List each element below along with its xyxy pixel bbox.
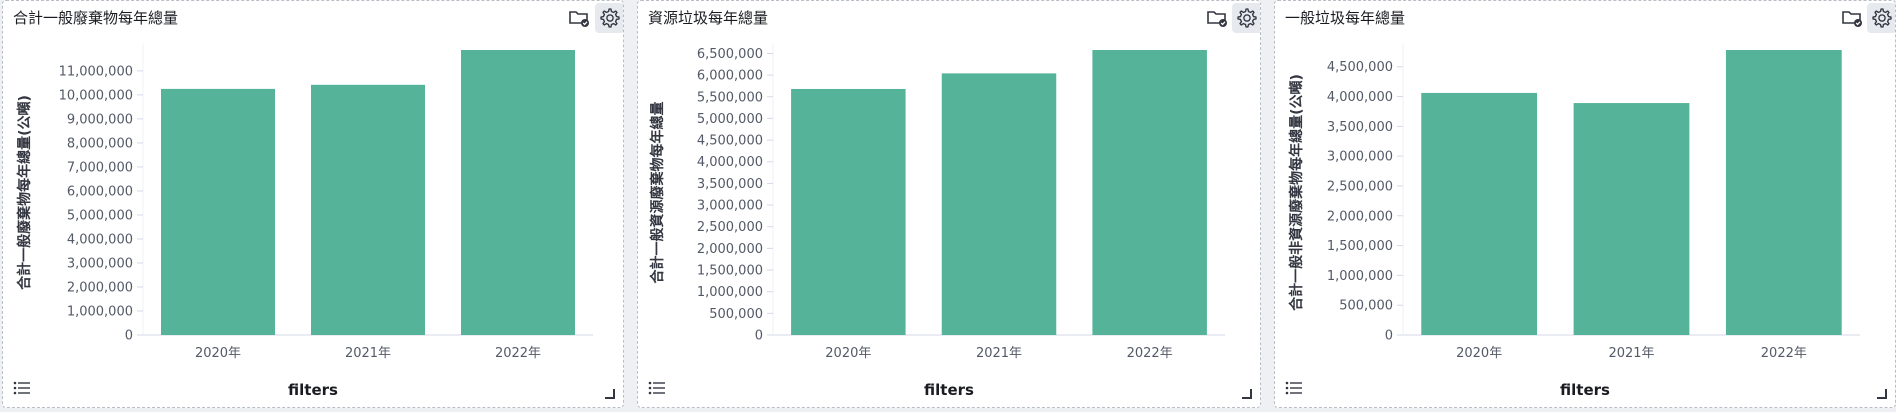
bar — [161, 88, 275, 335]
y-tick-label: 500,000 — [709, 307, 763, 322]
x-tick-label: 2022年 — [1127, 346, 1173, 361]
y-tick-label: 1,500,000 — [697, 264, 763, 279]
list-icon[interactable] — [13, 380, 35, 400]
list-icon[interactable] — [648, 380, 670, 400]
x-tick-label: 2021年 — [345, 346, 391, 361]
y-axis-title: 合計一般廢棄物每年總量(公噸) — [16, 95, 33, 290]
panel-title: 一般垃圾每年總量 — [1285, 9, 1406, 27]
y-tick-label: 4,000,000 — [1327, 90, 1393, 105]
y-tick-label: 3,000,000 — [67, 256, 133, 271]
y-tick-label: 1,000,000 — [1327, 269, 1393, 284]
x-axis-title: filters — [288, 381, 338, 399]
y-tick-label: 4,000,000 — [67, 232, 133, 247]
folder-check-icon[interactable] — [1203, 5, 1231, 31]
x-tick-label: 2022年 — [495, 346, 541, 361]
settings-button[interactable] — [1867, 3, 1895, 33]
y-tick-label: 6,000,000 — [67, 184, 133, 199]
y-tick-label: 1,000,000 — [697, 285, 763, 300]
y-axis-title: 合計一般非資源廢棄物每年總量(公噸) — [1288, 74, 1305, 311]
list-icon[interactable] — [1285, 380, 1307, 400]
settings-button[interactable] — [595, 3, 623, 33]
settings-button[interactable] — [1232, 3, 1260, 33]
y-tick-label: 5,500,000 — [697, 90, 763, 105]
y-tick-label: 3,000,000 — [697, 199, 763, 214]
gear-icon — [600, 8, 620, 28]
y-tick-label: 6,500,000 — [697, 47, 763, 62]
bar — [1725, 50, 1842, 335]
y-tick-label: 5,000,000 — [697, 112, 763, 127]
folder-check-icon[interactable] — [1838, 5, 1866, 31]
y-tick-label: 3,500,000 — [1327, 120, 1393, 135]
y-tick-label: 10,000,000 — [59, 88, 133, 103]
y-tick-label: 9,000,000 — [67, 112, 133, 127]
y-tick-label: 500,000 — [1339, 299, 1393, 314]
bar-chart: 0 500,000 1,000,000 1,500,000 2,000,000 2,500… — [649, 44, 1225, 361]
y-tick-label: 0 — [755, 329, 763, 344]
gear-icon — [1237, 8, 1257, 28]
y-tick-label: 8,000,000 — [67, 136, 133, 151]
y-tick-label: 0 — [125, 329, 133, 344]
y-tick-label: 2,000,000 — [1327, 209, 1393, 224]
bar — [1092, 50, 1207, 335]
y-tick-label: 3,000,000 — [1327, 150, 1393, 165]
y-tick-label: 0 — [1385, 329, 1393, 344]
y-tick-label: 4,500,000 — [1327, 60, 1393, 75]
panel-title: 資源垃圾每年總量 — [648, 9, 769, 27]
chart-panel-2: 資源垃圾每年總量 0 500,000 1,000,000 1,500,000 2,000… — [637, 0, 1261, 408]
y-tick-label: 1,000,000 — [67, 304, 133, 319]
chart-panel-3: 一般垃圾每年總量 0 500,000 1,000,000 1,500,000 2,000… — [1274, 0, 1896, 408]
chart-panel-1: 合計一般廢棄物每年總量 0 1,000,000 2,000,000 3,000,000… — [2, 0, 624, 408]
y-tick-label: 2,500,000 — [1327, 179, 1393, 194]
y-tick-label: 4,500,000 — [697, 134, 763, 149]
y-tick-label: 4,000,000 — [697, 155, 763, 170]
panel-title: 合計一般廢棄物每年總量 — [13, 9, 179, 27]
bar — [311, 84, 425, 335]
y-tick-label: 2,500,000 — [697, 220, 763, 235]
bar — [1421, 92, 1538, 336]
x-axis-title: filters — [1560, 381, 1610, 399]
bar — [461, 50, 575, 335]
resize-handle-icon[interactable] — [1877, 389, 1887, 399]
y-tick-label: 6,000,000 — [697, 69, 763, 84]
x-tick-label: 2020年 — [195, 346, 241, 361]
y-tick-label: 5,000,000 — [67, 208, 133, 223]
resize-handle-icon[interactable] — [1242, 389, 1252, 399]
x-tick-label: 2022年 — [1761, 346, 1807, 361]
bar-chart: 0 1,000,000 2,000,000 3,000,000 4,000,000 5,0… — [16, 44, 593, 361]
bar — [1573, 103, 1690, 335]
x-tick-label: 2021年 — [1608, 346, 1654, 361]
folder-check-icon[interactable] — [565, 5, 593, 31]
gear-icon — [1872, 8, 1892, 28]
resize-handle-icon[interactable] — [605, 389, 615, 399]
x-axis-title: filters — [924, 381, 974, 399]
bar — [791, 88, 906, 335]
y-tick-label: 2,000,000 — [697, 242, 763, 257]
y-tick-label: 1,500,000 — [1327, 239, 1393, 254]
bar-chart: 0 500,000 1,000,000 1,500,000 2,000,000 2,500… — [1288, 44, 1860, 361]
y-tick-label: 11,000,000 — [59, 64, 133, 79]
y-tick-label: 2,000,000 — [67, 280, 133, 295]
bar — [941, 73, 1057, 335]
y-tick-label: 7,000,000 — [67, 160, 133, 175]
x-tick-label: 2020年 — [825, 346, 871, 361]
y-tick-label: 3,500,000 — [697, 177, 763, 192]
x-tick-label: 2020年 — [1456, 346, 1502, 361]
x-tick-label: 2021年 — [976, 346, 1022, 361]
y-axis-title: 合計一般資源廢棄物每年總量 — [649, 102, 666, 284]
